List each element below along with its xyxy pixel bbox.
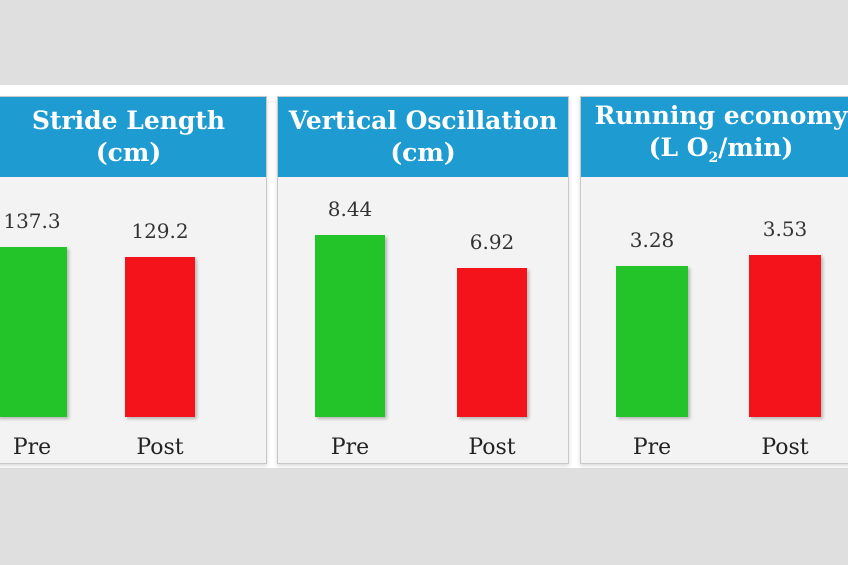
- chart-title: Vertical Oscillation (cm): [278, 97, 568, 177]
- chart-panel-vertical-oscillation: Vertical Oscillation (cm) 8.44 6.92 Pre …: [277, 96, 569, 464]
- chart-panel-stride-length: Stride Length (cm) 137.3 129.2 Pre Post: [0, 96, 267, 464]
- bar-post: [457, 267, 527, 417]
- chart-title-line2-pre: (L O: [648, 133, 709, 162]
- chart-title-line2-post: /min): [718, 133, 794, 162]
- chart-title: Stride Length (cm): [0, 97, 266, 177]
- value-label-post: 3.53: [762, 217, 808, 241]
- bar-pre: [616, 266, 688, 417]
- category-label-pre: Pre: [330, 435, 370, 460]
- category-label-pre: Pre: [12, 435, 52, 460]
- chart-title-line1: Stride Length: [31, 106, 226, 135]
- value-label-pre: 3.28: [629, 228, 675, 253]
- value-label-pre: 137.3: [3, 209, 61, 233]
- chart-title: Running economy (L O2/min): [581, 97, 848, 177]
- chart-title-line1: Running economy: [594, 101, 848, 130]
- bar-post: [125, 257, 195, 417]
- value-label-post: 6.92: [469, 229, 515, 254]
- category-label-post: Post: [761, 435, 809, 460]
- chart-title-line2: (cm): [95, 138, 162, 167]
- bar-pre: [0, 247, 67, 417]
- chart-panel-running-economy: Running economy (L O2/min) 3.28 3.53 Pre…: [580, 96, 848, 464]
- value-label-post: 129.2: [131, 219, 189, 244]
- chart-title-line2: (L O2/min): [649, 132, 794, 174]
- value-label-pre: 8.44: [327, 197, 373, 221]
- category-label-post: Post: [468, 435, 516, 460]
- chart-title-line2-sub: 2: [708, 150, 719, 166]
- category-label-post: Post: [136, 435, 184, 460]
- chart-title-line2: (cm): [390, 138, 456, 167]
- chart-title-line1: Vertical Oscillation: [288, 106, 558, 135]
- bar-post: [749, 255, 821, 417]
- bar-pre: [315, 235, 385, 417]
- category-label-pre: Pre: [632, 435, 672, 460]
